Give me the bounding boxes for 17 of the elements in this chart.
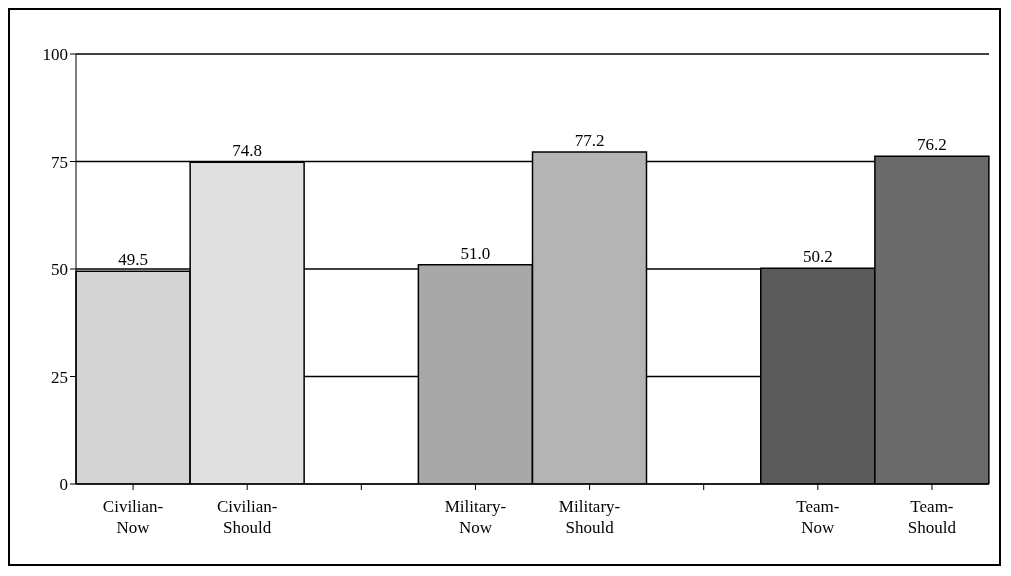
data-label: 77.2: [574, 131, 605, 151]
data-label: 74.8: [232, 141, 262, 161]
data-label: 49.5: [118, 250, 148, 270]
x-tick-label: Team-Now: [796, 497, 840, 537]
x-tick-label: Civilian-Now: [102, 497, 164, 537]
x-tick-label: Team-Should: [907, 497, 957, 537]
x-tick-label: Military-Should: [558, 497, 621, 537]
y-tick-label: 0: [59, 475, 68, 495]
data-label: 51.0: [460, 243, 491, 263]
x-tick-label: Civilian-Should: [216, 497, 278, 537]
data-label: 76.2: [917, 135, 947, 155]
x-tick-label: Military-Now: [444, 497, 507, 537]
y-tick-label: 25: [51, 367, 68, 387]
y-tick-label: 100: [42, 45, 68, 65]
data-label: 50.2: [802, 247, 833, 267]
y-tick-label: 50: [51, 260, 68, 280]
y-tick-label: 75: [51, 152, 68, 172]
